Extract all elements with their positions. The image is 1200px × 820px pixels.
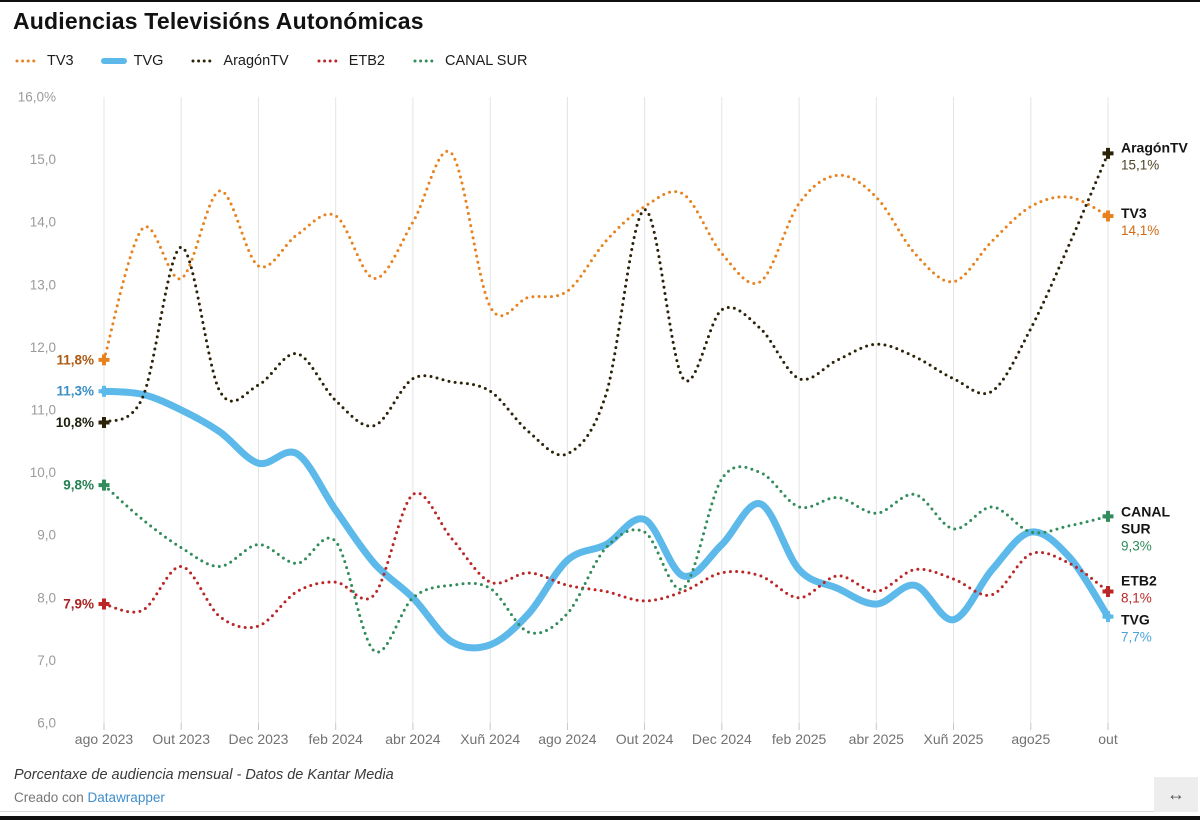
x-tick-label: Dec 2024 (692, 731, 752, 747)
page-title: Audiencias Televisións Autonómicas (13, 8, 424, 34)
series-start-value: 11,3% (56, 384, 94, 399)
legend: TV3 TVG AragónTV ETB2 CANAL SUR (14, 53, 527, 69)
frame-border-bottom (0, 816, 1200, 820)
y-tick-label: 10,0 (30, 465, 56, 480)
series-line (102, 149, 1110, 362)
start-marker-cross-icon (98, 417, 110, 429)
credit-prefix: Creado con (14, 790, 88, 805)
canal-sur-line-swatch-icon (413, 59, 437, 63)
y-tick-label: 12,0 (30, 340, 56, 355)
series-start-value: 7,9% (63, 597, 94, 612)
legend-label: AragónTV (223, 53, 289, 69)
series-end-name: SUR (1121, 520, 1151, 536)
legend-item-tvg: TVG (100, 53, 164, 69)
series-end-value: 8,1% (1121, 591, 1152, 606)
x-tick-label: Out 2024 (616, 731, 674, 747)
x-tick-label: ago 2023 (75, 731, 134, 747)
series-end-name: ETB2 (1121, 573, 1157, 589)
gridlines (103, 97, 1109, 730)
x-axis-labels: ago 2023 Out 2023 Dec 2023 feb 2024 abr 2024… (75, 731, 1118, 747)
x-tick-label: ago 2024 (538, 731, 597, 747)
series-start-value: 11,8% (56, 352, 94, 367)
x-tick-label: Xuñ 2024 (460, 731, 520, 747)
series-aragóntv: 10,8% AragónTV 15,1% (56, 139, 1189, 457)
legend-label: CANAL SUR (444, 53, 528, 69)
resize-arrows-icon: ↔ (1167, 784, 1185, 804)
credit-line: Creado con Datawrapper (14, 790, 165, 805)
x-tick-label: abr 2025 (849, 731, 904, 747)
series-line (102, 465, 1110, 654)
series-tvg: 11,3% TVG 7,7% (56, 384, 1152, 652)
start-marker-cross-icon (98, 598, 110, 610)
series-end-name: AragónTV (1121, 139, 1189, 155)
start-marker-cross-icon (98, 479, 110, 491)
series-end-name: TVG (1121, 612, 1150, 628)
y-tick-label: 15,0 (30, 152, 56, 167)
x-tick-label: out (1098, 731, 1118, 747)
start-marker-cross-icon (98, 354, 110, 366)
y-tick-label: 8,0 (37, 590, 56, 605)
series-line (102, 491, 1110, 630)
legend-label: ETB2 (348, 53, 385, 69)
x-tick-label: Xuñ 2025 (924, 731, 984, 747)
end-marker-cross-icon (1102, 210, 1114, 222)
legend-item-aragontv: AragónTV (190, 53, 289, 69)
series-end-value: 15,1% (1121, 157, 1159, 172)
resize-handle[interactable]: ↔ (1154, 777, 1198, 812)
end-marker-cross-icon (1102, 586, 1114, 598)
series-line (102, 151, 1110, 457)
tv3-line-swatch-icon (15, 59, 39, 63)
y-tick-label: 9,0 (37, 528, 56, 543)
aragontv-line-swatch-icon (191, 59, 215, 63)
x-tick-label: Out 2023 (152, 731, 210, 747)
bottom-separator (0, 811, 1154, 812)
chart-footnote: Porcentaxe de audiencia mensual - Datos … (14, 767, 394, 783)
frame-border-top (0, 0, 1200, 2)
etb2-line-swatch-icon (317, 59, 341, 63)
legend-item-etb2: ETB2 (316, 53, 385, 69)
series-start-value: 9,8% (63, 478, 94, 493)
start-marker-cross-icon (98, 385, 110, 397)
x-tick-label: abr 2024 (385, 731, 440, 747)
y-axis-labels: 16,0% 15,0 14,0 13,0 12,0 11,0 10,0 9,0 8,0 7,0 6,… (18, 90, 56, 731)
y-tick-label: 6,0 (37, 716, 56, 731)
end-marker-cross-icon (1102, 147, 1114, 159)
y-tick-label: 7,0 (37, 653, 56, 668)
x-tick-label: feb 2024 (308, 731, 363, 747)
series-start-value: 10,8% (56, 415, 94, 430)
x-tick-label: ago25 (1011, 731, 1050, 747)
datawrapper-link[interactable]: Datawrapper (87, 790, 165, 805)
x-tick-label: Dec 2023 (229, 731, 289, 747)
x-tick-label: feb 2025 (772, 731, 827, 747)
series-end-name: TV3 (1121, 205, 1147, 221)
y-tick-label: 16,0% (18, 90, 56, 105)
series-line (100, 387, 1112, 652)
end-marker-cross-icon (1102, 510, 1114, 522)
series-end-value: 7,7% (1121, 630, 1152, 645)
series-etb2: 7,9% ETB2 8,1% (63, 491, 1157, 630)
y-tick-label: 14,0 (30, 215, 56, 230)
series-end-name: CANAL (1121, 503, 1170, 519)
legend-item-canal-sur: CANAL SUR (412, 53, 527, 69)
end-marker-cross-icon (1102, 611, 1114, 623)
legend-label: TV3 (47, 53, 74, 69)
legend-item-tv3: TV3 (14, 53, 74, 69)
series-end-value: 9,3% (1121, 538, 1152, 553)
series-tv3: 11,8% TV3 14,1% (56, 149, 1159, 367)
series-end-value: 14,1% (1121, 223, 1159, 238)
tvg-line-swatch-icon (100, 58, 127, 64)
y-tick-label: 11,0 (31, 403, 56, 418)
legend-label: TVG (133, 53, 164, 69)
y-tick-label: 13,0 (30, 277, 56, 292)
